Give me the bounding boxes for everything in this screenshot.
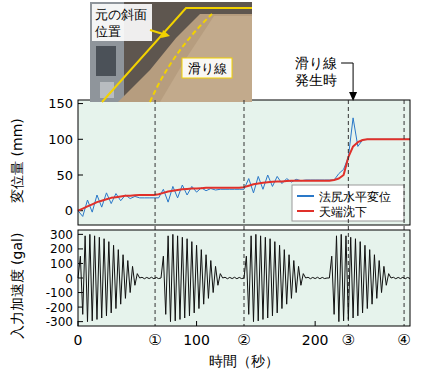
y-axis-label: 変位量 (mm) xyxy=(9,118,25,203)
x-axis-label: 時間（秒） xyxy=(209,353,279,369)
y-tick xyxy=(78,139,83,140)
stage-line xyxy=(404,100,405,326)
x-tick-label: 200 xyxy=(302,332,329,348)
inset: 元の斜面位置滑り線 xyxy=(90,2,252,102)
y-tick-label: -300 xyxy=(46,315,73,329)
x-tick-label: 100 xyxy=(183,332,210,348)
y-tick xyxy=(78,175,83,176)
stage-line xyxy=(244,100,245,326)
x-tick xyxy=(315,321,316,326)
inset-label: 位置 xyxy=(95,24,121,39)
stage-label: ④ xyxy=(397,331,410,349)
chart: 050100150変位量 (mm)法尻水平変位天端沈下滑り線発生時元の斜面位置滑… xyxy=(0,0,433,373)
inset-label: 元の斜面 xyxy=(95,7,147,22)
y-tick xyxy=(78,321,83,322)
y-tick xyxy=(78,248,83,249)
y-tick-label: 0 xyxy=(65,203,73,218)
inset-machine-part xyxy=(96,46,116,76)
series-line xyxy=(78,234,410,321)
x-tick xyxy=(196,321,197,326)
annotation: 滑り線発生時 xyxy=(295,55,357,101)
y-tick xyxy=(78,103,83,104)
inset-label-box xyxy=(182,58,232,78)
y-tick-label: 50 xyxy=(56,168,73,183)
inset-label-arrowhead xyxy=(161,30,170,38)
annotation-arrowhead xyxy=(349,92,357,101)
y-axis-label: 入力加速度 (gal) xyxy=(9,233,25,340)
y-tick-label: 200 xyxy=(50,242,73,256)
y-tick-label: 300 xyxy=(50,228,73,242)
inset-label: 滑り線 xyxy=(188,61,227,76)
y-tick-label: 100 xyxy=(48,132,73,147)
legend-swatch xyxy=(297,195,314,197)
legend-label: 法尻水平変位 xyxy=(319,190,391,204)
annotation-text: 発生時 xyxy=(295,72,337,88)
x-tick-label: 0 xyxy=(74,332,83,348)
inset-label-box xyxy=(92,4,152,41)
y-tick xyxy=(78,234,83,235)
y-tick-label: 0 xyxy=(65,272,73,286)
inset-label-arrow xyxy=(150,30,163,34)
legend-swatch xyxy=(297,210,314,212)
y-tick xyxy=(78,278,83,279)
annotation-text: 滑り線 xyxy=(295,55,337,71)
plot-frame xyxy=(78,230,410,326)
stage-label: ② xyxy=(237,331,250,349)
y-tick-label: -100 xyxy=(46,286,73,300)
stage-label: ③ xyxy=(342,331,355,349)
y-tick-label: 100 xyxy=(50,257,73,271)
stage-label: ① xyxy=(148,331,161,349)
y-tick-label: -200 xyxy=(46,301,73,315)
inset-background xyxy=(90,2,252,102)
legend-label: 天端沈下 xyxy=(319,205,367,219)
x-tick xyxy=(78,321,79,326)
stage-line xyxy=(155,100,156,326)
y-tick-label: 150 xyxy=(48,96,73,111)
annotation-leader xyxy=(341,63,353,94)
